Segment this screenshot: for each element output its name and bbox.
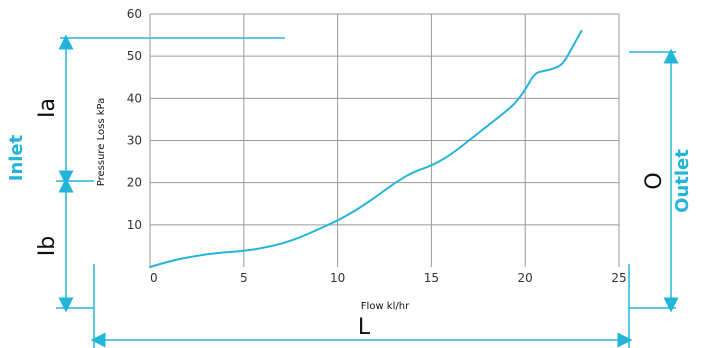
y-tick-label: 50: [127, 49, 142, 63]
x-tick-label: 5: [240, 271, 248, 285]
series-line: [149, 29, 583, 268]
y-tick-label: 10: [127, 218, 142, 232]
y-tick-label: 20: [127, 176, 142, 190]
x-tick-label: 15: [424, 271, 439, 285]
tick-labels: 0 5 10 15 20 25 10 20 30 40 50 60: [127, 7, 627, 285]
x-tick-label: 25: [611, 271, 626, 285]
y-axis-title: Pressure Loss kPa: [96, 98, 107, 187]
length-dimension-label: L: [358, 315, 371, 340]
inlet-upper-dimension-label: Ia: [35, 98, 60, 118]
chart-grid: [149, 13, 620, 267]
inlet-lower-dimension-label: Ib: [35, 236, 60, 256]
x-tick-label: 10: [330, 271, 345, 285]
outlet-label: Outlet: [672, 149, 693, 213]
inlet-label: Inlet: [6, 134, 27, 181]
x-tick-label: 20: [518, 271, 533, 285]
y-tick-label: 40: [127, 91, 142, 105]
y-tick-label: 30: [127, 134, 142, 148]
x-tick-label: 0: [150, 271, 158, 285]
x-axis-title: Flow kl/hr: [361, 301, 410, 312]
outlet-dimension-label: O: [642, 172, 667, 189]
y-tick-label: 60: [127, 7, 142, 21]
